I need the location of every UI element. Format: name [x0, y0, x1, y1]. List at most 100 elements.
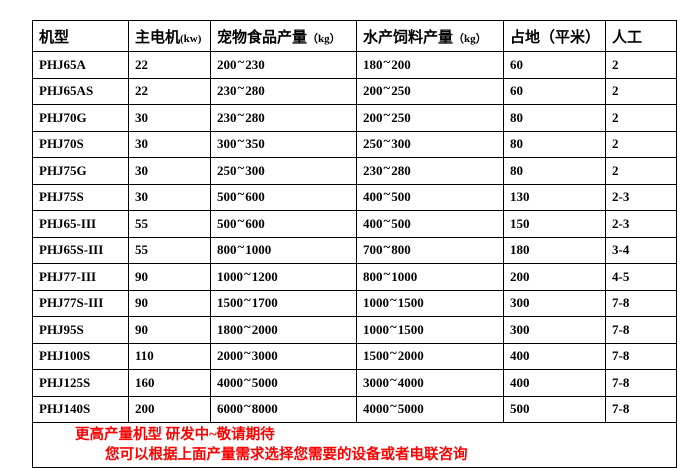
column-header-labor-label: 人工: [612, 29, 643, 46]
range-max: 1000: [391, 268, 418, 284]
table-row: PHJ77-III 90 1000~1200 800~1000 200 4-5: [32, 263, 677, 291]
column-header-model: 机型: [32, 20, 129, 52]
column-header-floor-area-label: 占地（平米）: [510, 29, 601, 46]
range-separator: ~: [390, 371, 397, 387]
range-separator: ~: [237, 186, 245, 202]
header-text: 宠物食品产量: [217, 29, 308, 46]
range-max: 1500: [397, 295, 424, 311]
cell-model: PHJ70S: [32, 130, 129, 158]
table-row: PHJ65A 22 200~230 180~200 60 2: [32, 51, 677, 79]
cell-floor-area: 180: [503, 236, 606, 264]
range-separator: ~: [237, 53, 245, 69]
cell-model: PHJ65AS: [32, 77, 129, 105]
cell-labor: 2: [605, 104, 677, 132]
column-header-aqua-feed-output-label: 水产饲料产量（kg）: [363, 30, 487, 46]
range-separator: ~: [390, 292, 397, 308]
range-separator: ~: [383, 239, 391, 255]
range-min: 6000: [217, 401, 243, 417]
range-max: 250: [391, 83, 411, 99]
range-min: 3000: [363, 374, 389, 390]
cell-pet-food-output: 200~230: [210, 51, 357, 79]
cell-labor: 4-5: [605, 263, 677, 291]
cell-pet-food-output: 2000~3000: [210, 342, 357, 370]
cell-labor: 7-8: [605, 369, 677, 397]
range-min: 4000: [217, 374, 243, 390]
range-max: 600: [245, 189, 265, 205]
range-separator: ~: [390, 345, 397, 361]
table-row: PHJ125S 160 4000~5000 3000~4000 400 7-8: [32, 369, 677, 397]
cell-labor: 2: [605, 130, 677, 158]
range-max: 200: [391, 56, 411, 72]
range-max: 8000: [251, 401, 278, 417]
cell-floor-area: 80: [503, 157, 606, 185]
cell-motor: 55: [128, 210, 211, 238]
column-header-motor-label: 主电机(kw): [135, 30, 201, 46]
cell-model: PHJ75G: [32, 157, 129, 185]
cell-motor: 90: [128, 316, 211, 344]
range-max: 2000: [251, 321, 278, 337]
cell-pet-food-output: 250~300: [210, 157, 357, 185]
cell-model: PHJ95S: [32, 316, 129, 344]
cell-aqua-feed-output: 400~500: [356, 210, 504, 238]
range-separator: ~: [237, 80, 245, 96]
range-min: 500: [217, 189, 237, 205]
cell-labor: 7-8: [605, 289, 677, 317]
cell-model: PHJ100S: [32, 342, 129, 370]
range-max: 500: [391, 189, 411, 205]
range-separator: ~: [237, 159, 245, 175]
cell-motor: 90: [128, 289, 211, 317]
cell-labor: 2: [605, 157, 677, 185]
cell-aqua-feed-output: 1000~1500: [356, 316, 504, 344]
cell-model: PHJ140S: [32, 395, 129, 423]
cell-aqua-feed-output: 200~250: [356, 104, 504, 132]
header-row: 机型 主电机(kw) 宠物食品产量（kg） 水产饲料产量（kg） 占地（平米） …: [32, 20, 677, 52]
table-row: PHJ65-III 55 500~600 400~500 150 2-3: [32, 210, 677, 238]
range-separator: ~: [237, 212, 245, 228]
range-min: 200: [363, 83, 383, 99]
cell-motor: 22: [128, 51, 211, 79]
cell-motor: 90: [128, 263, 211, 291]
range-separator: ~: [237, 106, 245, 122]
cell-floor-area: 400: [503, 369, 606, 397]
cell-model: PHJ65S-III: [32, 236, 129, 264]
range-min: 300: [217, 136, 237, 152]
cell-model: PHJ125S: [32, 369, 129, 397]
column-header-labor: 人工: [605, 20, 677, 52]
cell-model: PHJ77S-III: [32, 289, 129, 317]
cell-floor-area: 80: [503, 130, 606, 158]
range-min: 250: [363, 136, 383, 152]
range-separator: ~: [244, 371, 251, 387]
cell-floor-area: 400: [503, 342, 606, 370]
range-min: 1000: [363, 321, 389, 337]
range-max: 300: [391, 136, 411, 152]
range-max: 350: [245, 136, 265, 152]
column-header-floor-area: 占地（平米）: [503, 20, 606, 52]
cell-pet-food-output: 1000~1200: [210, 263, 357, 291]
cell-pet-food-output: 500~600: [210, 210, 357, 238]
cell-motor: 22: [128, 77, 211, 105]
cell-labor: 2-3: [605, 210, 677, 238]
range-max: 1200: [251, 268, 278, 284]
table-row: PHJ95S 90 1800~2000 1000~1500 300 7-8: [32, 316, 677, 344]
cell-labor: 7-8: [605, 316, 677, 344]
cell-aqua-feed-output: 250~300: [356, 130, 504, 158]
footer-row: 更高产量机型 研发中~敬请期待 您可以根据上面产量需求选择您需要的设备或者电联咨…: [32, 422, 677, 468]
cell-model: PHJ65A: [32, 51, 129, 79]
range-separator: ~: [244, 265, 251, 281]
footer-note-line-1: 更高产量机型 研发中~敬请期待: [75, 427, 275, 443]
range-separator: ~: [244, 318, 251, 334]
range-max: 230: [245, 56, 265, 72]
cell-floor-area: 300: [503, 289, 606, 317]
table-row: PHJ70S 30 300~350 250~300 80 2: [32, 130, 677, 158]
range-separator: ~: [244, 292, 251, 308]
cell-aqua-feed-output: 200~250: [356, 77, 504, 105]
column-header-pet-food-output: 宠物食品产量（kg）: [210, 20, 357, 52]
range-max: 300: [245, 162, 265, 178]
machine-spec-table: 机型 主电机(kw) 宠物食品产量（kg） 水产饲料产量（kg） 占地（平米） …: [32, 20, 677, 468]
cell-labor: 2: [605, 51, 677, 79]
range-separator: ~: [383, 80, 391, 96]
cell-floor-area: 60: [503, 77, 606, 105]
range-min: 1000: [217, 268, 243, 284]
cell-aqua-feed-output: 4000~5000: [356, 395, 504, 423]
cell-pet-food-output: 6000~8000: [210, 395, 357, 423]
